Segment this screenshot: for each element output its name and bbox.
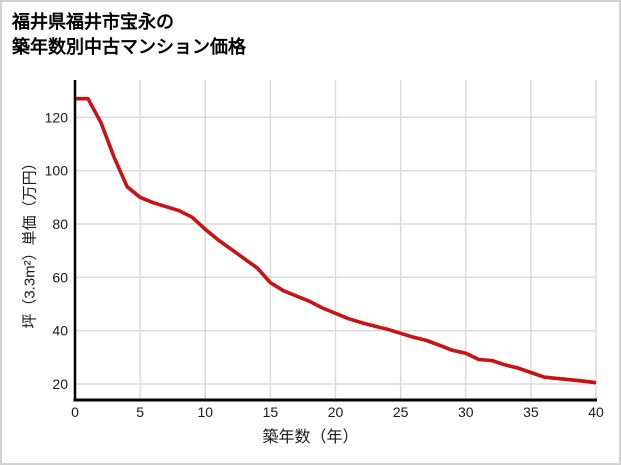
x-tick-label-5: 5 [136, 404, 144, 420]
x-tick-label-15: 15 [263, 404, 279, 420]
x-tick-label-25: 25 [393, 404, 409, 420]
x-tick-label-10: 10 [197, 404, 213, 420]
price-series-line [75, 96, 597, 385]
y-tick-label-80: 80 [52, 216, 68, 232]
y-tick-label-60: 60 [52, 269, 68, 285]
x-tick-label-0: 0 [71, 404, 79, 420]
x-tick-label-35: 35 [523, 404, 539, 420]
y-tick-label-40: 40 [52, 323, 68, 339]
x-axis-title: 築年数（年） [262, 429, 359, 446]
chart-title: 福井県福井市宝永の 築年数別中古マンション価格 [12, 10, 246, 60]
y-tick-label-120: 120 [45, 109, 69, 125]
x-tick-label-20: 20 [328, 404, 344, 420]
y-axis-title: 坪（3.3m²）単価（万円） [21, 155, 39, 329]
x-tick-label-30: 30 [458, 404, 474, 420]
y-tick-label-20: 20 [52, 376, 68, 392]
chart-title-line1: 福井県福井市宝永の [12, 12, 174, 32]
chart-title-line2: 築年数別中古マンション価格 [12, 37, 246, 57]
y-tick-label-100: 100 [45, 163, 69, 179]
x-tick-label-40: 40 [588, 404, 604, 420]
